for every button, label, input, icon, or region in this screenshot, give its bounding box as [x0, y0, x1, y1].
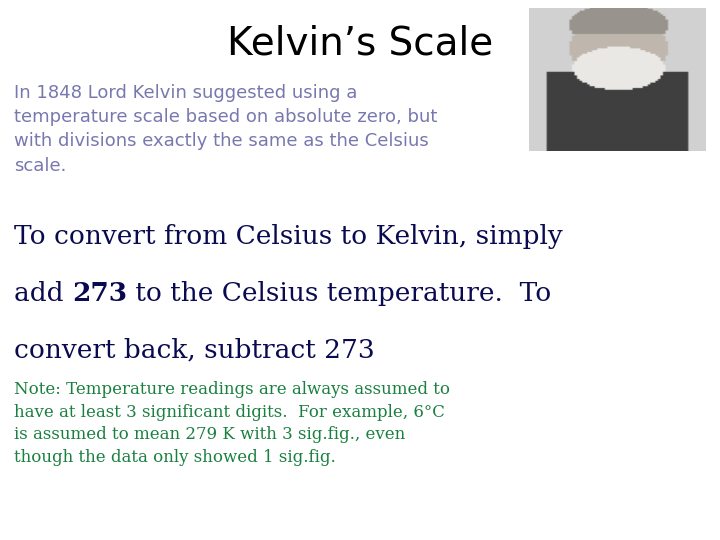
Text: Note: Temperature readings are always assumed to
have at least 3 significant dig: Note: Temperature readings are always as…	[14, 381, 451, 466]
Text: To convert from Celsius to Kelvin, simply: To convert from Celsius to Kelvin, simpl…	[14, 224, 563, 249]
Text: to the Celsius temperature.  To: to the Celsius temperature. To	[127, 281, 552, 306]
Text: In 1848 Lord Kelvin suggested using a
temperature scale based on absolute zero, : In 1848 Lord Kelvin suggested using a te…	[14, 84, 438, 174]
Text: add: add	[14, 281, 72, 306]
Text: convert back, subtract 273: convert back, subtract 273	[14, 338, 375, 362]
Text: 273: 273	[72, 281, 127, 306]
Text: Kelvin’s Scale: Kelvin’s Scale	[227, 24, 493, 62]
